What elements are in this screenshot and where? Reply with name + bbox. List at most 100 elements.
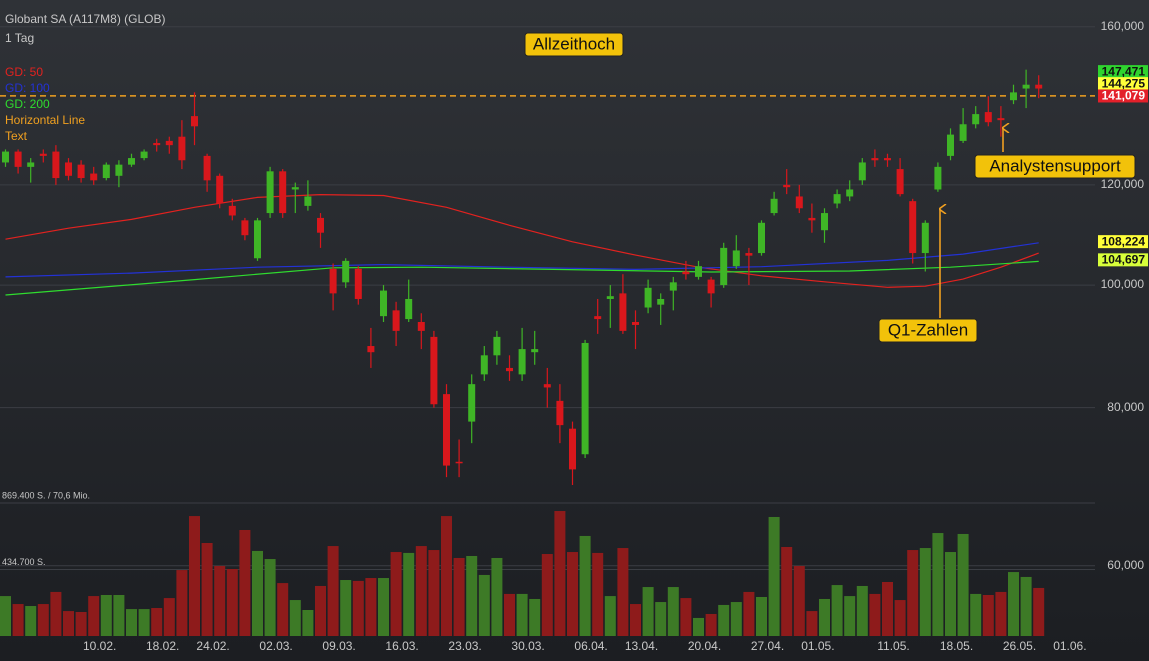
candle-body xyxy=(178,136,186,161)
ma-line xyxy=(5,193,1039,288)
candle-body xyxy=(858,162,866,181)
annotation-text: Allzeithoch xyxy=(533,34,615,53)
volume-bar xyxy=(693,617,704,636)
volume-bar xyxy=(579,535,591,636)
candle-body xyxy=(934,166,942,190)
legend-entry: Horizontal Line xyxy=(5,113,85,127)
volume-bar xyxy=(630,604,641,636)
candle-body xyxy=(770,198,778,214)
candle-body xyxy=(354,268,362,299)
candle-body xyxy=(128,158,135,165)
legend-entry: GD: 50 xyxy=(5,65,43,79)
candle-body xyxy=(657,298,665,305)
annotation: Q1-Zahlen xyxy=(878,209,978,343)
candle-body xyxy=(972,114,980,125)
candle-body xyxy=(329,268,337,294)
candle-body xyxy=(959,124,967,141)
price-tag-label: 147,471 xyxy=(1102,64,1146,78)
candle-body xyxy=(165,140,173,146)
price-tag xyxy=(1098,65,1148,79)
volume-bar xyxy=(730,602,742,636)
candle-body xyxy=(921,222,929,254)
volume-bar xyxy=(655,602,667,636)
candle-body xyxy=(27,162,35,167)
candle-body xyxy=(808,217,816,221)
volume-bar xyxy=(466,555,478,636)
candle-body xyxy=(581,342,589,455)
volume-bar xyxy=(63,611,74,636)
candle-body xyxy=(909,201,917,254)
volume-bar xyxy=(478,574,490,636)
volume-bar xyxy=(113,595,125,636)
x-tick-label: 24.02. xyxy=(196,639,229,653)
x-tick-label: 27.04. xyxy=(751,639,784,653)
y-tick-label: 60,000 xyxy=(1107,558,1144,572)
volume-bar xyxy=(1008,572,1019,636)
candle-body xyxy=(443,394,450,466)
candle-body xyxy=(506,367,513,372)
x-tick-label: 26.05. xyxy=(1003,639,1036,653)
annotation: Analystensupport xyxy=(974,128,1136,179)
price-tag xyxy=(1098,235,1148,249)
volume-tick-label: 434.700 S. xyxy=(2,557,46,567)
volume-bar xyxy=(844,596,856,636)
candle-body xyxy=(216,175,224,204)
candle-body xyxy=(291,187,299,190)
candle-body xyxy=(997,118,1005,121)
x-tick-label: 16.03. xyxy=(385,639,418,653)
x-tick-label: 11.05. xyxy=(877,639,909,653)
volume-bar xyxy=(378,578,389,636)
volume-bar xyxy=(100,595,112,636)
price-tag xyxy=(1098,77,1148,91)
candle-body xyxy=(254,220,261,259)
volume-bar xyxy=(882,581,893,636)
volume-bar xyxy=(718,604,730,636)
volume-bar xyxy=(819,598,830,636)
volume-bar xyxy=(781,546,793,636)
candle-body xyxy=(342,260,350,283)
candle-body xyxy=(1010,92,1017,101)
volume-bar xyxy=(907,550,919,636)
candle-body xyxy=(241,220,249,236)
candle-body xyxy=(317,217,324,233)
candle-body xyxy=(468,384,476,422)
volume-bar xyxy=(995,591,1007,636)
chart-title: Globant SA (A117M8) (GLOB) xyxy=(5,12,166,26)
candle-body xyxy=(493,336,501,356)
price-tag-label: 108,224 xyxy=(1102,234,1146,248)
candle-body xyxy=(304,196,312,206)
candle-body xyxy=(191,116,198,127)
candle-body xyxy=(884,158,891,161)
candle-body xyxy=(405,298,413,320)
volume-bar xyxy=(970,593,982,636)
candle-body xyxy=(115,164,123,176)
candle-body xyxy=(682,271,690,275)
candle-body xyxy=(203,155,211,181)
candle-body xyxy=(896,169,904,195)
volume-bar xyxy=(453,557,465,636)
legend-entry: GD: 200 xyxy=(5,97,50,111)
volume-bar xyxy=(327,546,339,636)
y-tick-label: 100,000 xyxy=(1101,277,1145,291)
volume-bar xyxy=(957,533,969,636)
volume-bar xyxy=(705,613,717,636)
candle-body xyxy=(14,151,22,167)
volume-bar xyxy=(201,542,213,636)
x-tick-label: 01.05. xyxy=(801,639,834,653)
volume-bar xyxy=(138,609,150,636)
volume-bar xyxy=(554,511,566,636)
volume-bar xyxy=(793,565,805,636)
candle-body xyxy=(1035,84,1043,89)
price-tag-label: 144,275 xyxy=(1102,76,1146,90)
volume-bar xyxy=(163,598,175,636)
candle-body xyxy=(846,189,854,197)
candle-body xyxy=(367,346,375,353)
candle-body xyxy=(140,151,148,159)
candle-body xyxy=(606,296,614,299)
volume-bar xyxy=(529,598,541,636)
price-tag-label: 104,697 xyxy=(1102,253,1146,267)
candle-body xyxy=(455,461,463,464)
candle-body xyxy=(39,153,47,156)
volume-bar xyxy=(415,546,427,636)
